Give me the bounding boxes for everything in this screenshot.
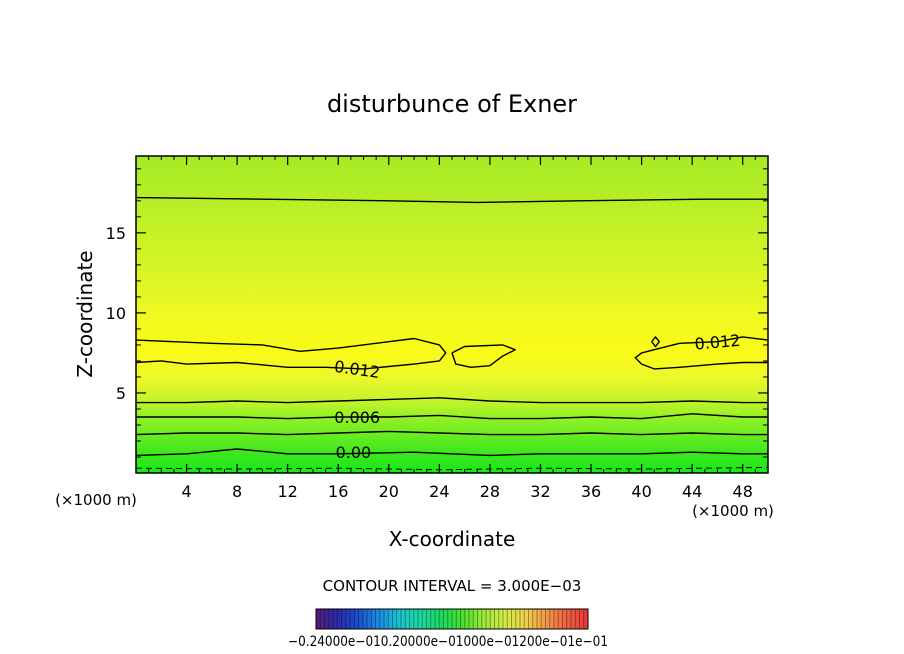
x-unit-left: (×1000 m) [55,491,137,509]
colorbar-labels: −0.24000e−010.20000e−01000e−01200e−01e−0… [288,634,608,650]
colorbar: −0.24000e−010.20000e−01000e−01200e−01e−0… [288,608,608,650]
contour-label-3: 0.012 [694,331,741,354]
y-tick-label-1: 10 [106,304,126,323]
x-unit-right: (×1000 m) [692,502,774,520]
colorbar-fill [315,608,589,630]
contour-line-6 [634,336,768,370]
colored-field [136,156,768,473]
x-tick-label-1: 8 [232,482,242,501]
y-tick-label-2: 15 [106,224,126,243]
contour-line-4 [136,337,447,370]
y-axis-label: Z-coordinate [73,250,97,377]
contour-line-3 [136,397,768,404]
contour-line-8 [136,196,768,204]
x-tick-label-8: 36 [581,482,601,501]
contour-line-7 [651,336,660,348]
contour-line-0 [136,448,768,457]
y-tick-label-0: 5 [116,384,126,403]
y-axis-ticks: 5 10 15 [106,168,768,458]
colorbar-ticks [319,609,585,629]
x-axis-ticks: 4 8 12 16 20 24 28 32 36 40 44 48 [148,156,769,501]
x-tick-label-3: 16 [328,482,348,501]
x-axis-label: X-coordinate [389,527,516,551]
x-tick-label-11: 48 [733,482,753,501]
contour-label-0: 0.00 [336,443,372,462]
contour-label-1: 0.006 [334,408,380,427]
x-tick-label-5: 24 [429,482,449,501]
contour-interval-note: CONTOUR INTERVAL = 3.000E−03 [323,577,582,595]
x-tick-label-2: 12 [278,482,298,501]
x-tick-label-7: 32 [530,482,550,501]
x-tick-label-10: 44 [682,482,702,501]
contour-line-5 [451,344,516,368]
x-tick-label-9: 40 [631,482,651,501]
chart-title: disturbunce of Exner [327,90,577,118]
x-tick-label-6: 28 [480,482,500,501]
x-tick-label-0: 4 [181,482,191,501]
contour-line-2 [136,413,768,420]
contour-line-1 [136,430,768,436]
x-tick-label-4: 20 [379,482,399,501]
